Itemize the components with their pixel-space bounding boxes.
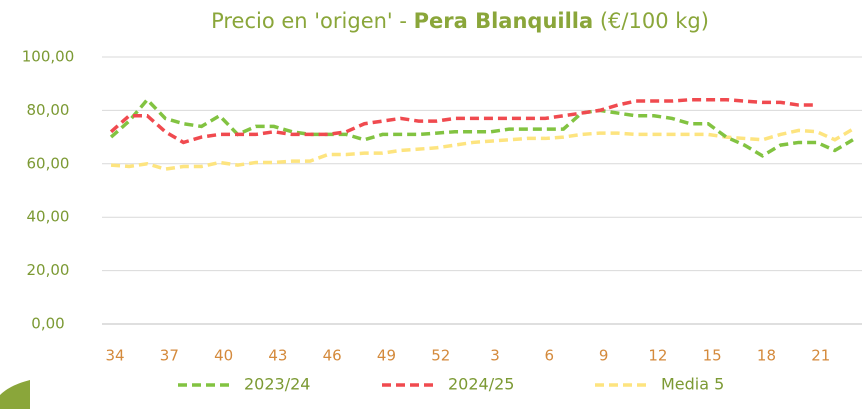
x-tick-label: 52	[431, 347, 450, 365]
y-tick-label: 20,00	[27, 261, 70, 279]
x-tick-label: 49	[377, 347, 396, 365]
x-tick-label: 12	[648, 347, 667, 365]
y-tick-label: 0,00	[31, 315, 64, 333]
x-tick-label: 3	[490, 347, 500, 365]
series-line	[109, 97, 817, 145]
legend-label: 2024/25	[448, 375, 514, 394]
x-tick-label: 46	[323, 347, 342, 365]
x-tick-label: 9	[599, 347, 609, 365]
title-emphasis: Pera Blanquilla	[414, 9, 594, 33]
y-tick-label: 60,00	[27, 154, 70, 172]
x-tick-label: 40	[214, 347, 233, 365]
x-tick-label: 18	[757, 347, 776, 365]
title-suffix: (€/100 kg)	[593, 9, 709, 33]
series-line	[109, 97, 854, 158]
series-line	[110, 127, 854, 171]
corner-decoration	[0, 380, 30, 409]
chart-title: Precio en 'origen' - Pera Blanquilla (€/…	[211, 9, 709, 33]
legend-label: Media 5	[661, 375, 724, 394]
x-tick-label: 43	[268, 347, 287, 365]
x-tick-label: 6	[545, 347, 555, 365]
x-tick-label: 15	[703, 347, 722, 365]
title-prefix: Precio en 'origen' -	[211, 9, 414, 33]
x-tick-label: 34	[106, 347, 125, 365]
x-tick-label: 37	[160, 347, 179, 365]
y-tick-label: 100,00	[22, 48, 75, 66]
y-tick-label: 40,00	[27, 208, 70, 226]
y-tick-label: 80,00	[27, 101, 70, 119]
x-tick-label: 21	[811, 347, 830, 365]
legend-label: 2023/24	[244, 375, 310, 394]
